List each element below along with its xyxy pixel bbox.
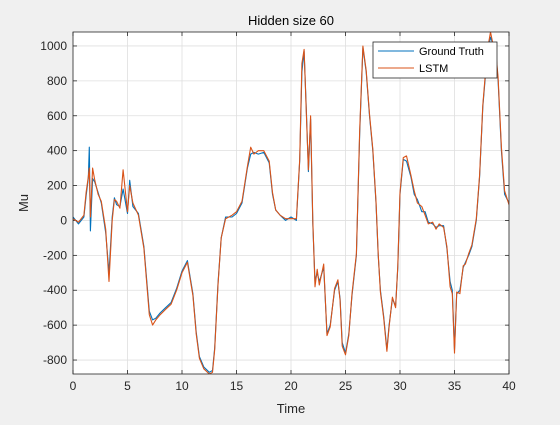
y-tick-label: 400: [47, 144, 67, 158]
y-tick-label: -600: [43, 318, 67, 332]
y-tick-label: 1000: [40, 39, 67, 53]
y-axis-ticks: -800 -600 -400 -200 0 200 400 600 800 1000: [40, 39, 509, 367]
series-line-lstm: [73, 32, 509, 374]
x-tick-label: 25: [339, 379, 353, 393]
x-axis-label: Time: [277, 401, 305, 416]
x-tick-label: 40: [502, 379, 516, 393]
x-tick-label: 15: [230, 379, 244, 393]
x-tick-label: 35: [448, 379, 462, 393]
y-tick-label: 800: [47, 74, 67, 88]
legend-box: [372, 41, 498, 79]
x-tick-label: 30: [393, 379, 407, 393]
legend-label-ground-truth: Ground Truth: [419, 46, 484, 58]
plot-frame: [72, 31, 510, 375]
x-tick-label: 10: [175, 379, 189, 393]
y-tick-label: 200: [47, 179, 67, 193]
y-tick-label: -800: [43, 353, 67, 367]
x-tick-label: 20: [284, 379, 298, 393]
y-tick-label: 0: [60, 213, 67, 227]
x-tick-label: 5: [124, 379, 131, 393]
chart-title: Hidden size 60: [248, 13, 334, 28]
legend-label-lstm: LSTM: [419, 63, 448, 75]
y-tick-label: 600: [47, 109, 67, 123]
x-tick-label: 0: [70, 379, 77, 393]
y-tick-label: -200: [43, 248, 67, 262]
y-axis-label: Mu: [16, 194, 31, 212]
series-group: [73, 32, 509, 374]
legend: Ground Truth LSTM: [372, 41, 498, 79]
y-tick-label: -400: [43, 283, 67, 297]
